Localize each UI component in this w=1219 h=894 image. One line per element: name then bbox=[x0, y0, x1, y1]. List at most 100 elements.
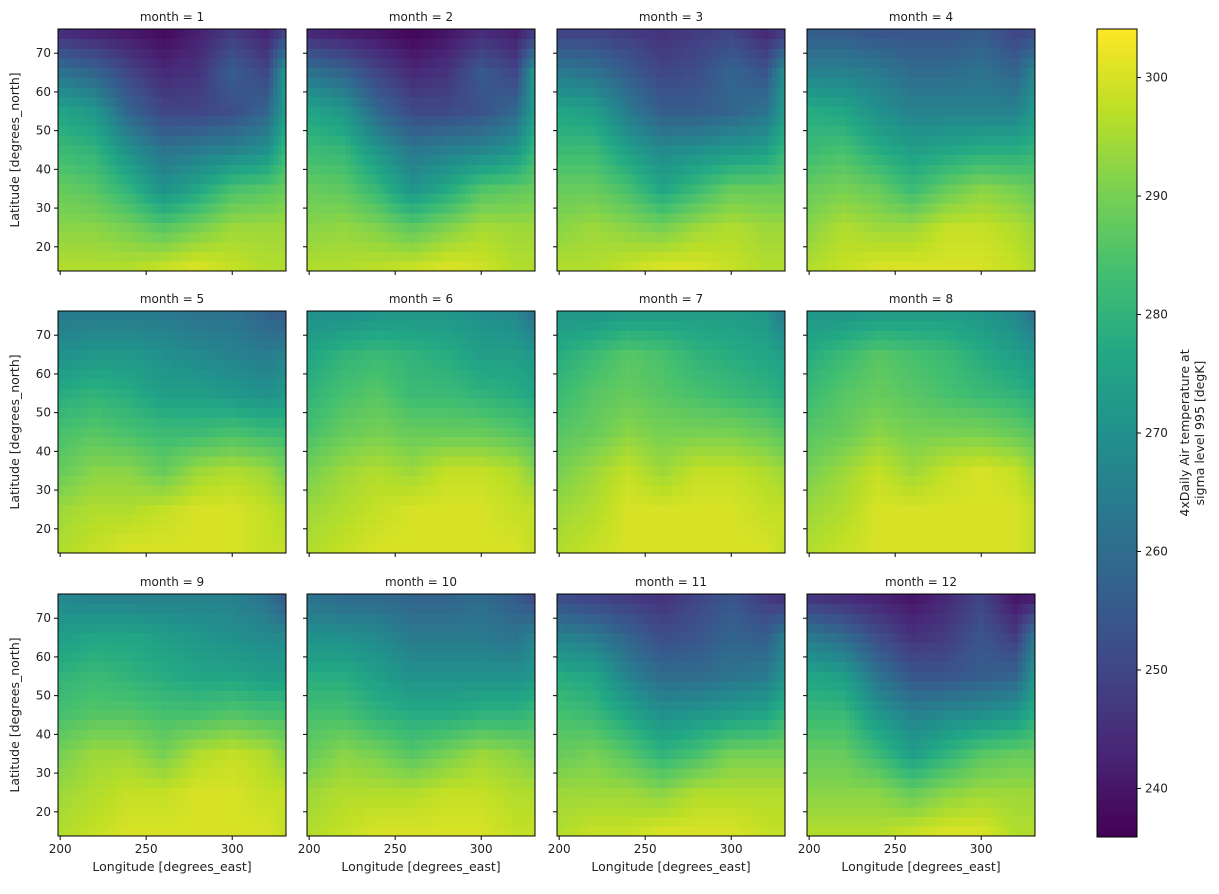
heatmap-cell bbox=[260, 145, 265, 155]
heatmap-cell bbox=[196, 213, 201, 223]
heatmap-cell bbox=[634, 174, 639, 184]
heatmap-cell bbox=[979, 223, 984, 233]
heatmap-cell bbox=[639, 184, 644, 194]
heatmap-cell bbox=[475, 203, 480, 213]
heatmap-cell bbox=[406, 184, 411, 194]
heatmap-cell bbox=[479, 165, 484, 175]
heatmap-cell bbox=[423, 155, 428, 165]
heatmap-cell bbox=[949, 213, 954, 223]
heatmap-cell bbox=[475, 29, 480, 39]
heatmap-cell bbox=[738, 165, 743, 175]
heatmap-cell bbox=[699, 77, 704, 87]
heatmap-cell bbox=[324, 126, 329, 136]
heatmap-cell bbox=[1018, 155, 1023, 165]
heatmap-cell bbox=[854, 203, 859, 213]
heatmap-cell bbox=[677, 58, 682, 68]
heatmap-cell bbox=[772, 252, 777, 262]
heatmap-cell bbox=[759, 242, 764, 252]
heatmap-cell bbox=[746, 184, 751, 194]
heatmap-cell bbox=[127, 39, 132, 49]
heatmap-cell bbox=[733, 165, 738, 175]
heatmap-cell bbox=[587, 97, 592, 107]
heatmap-cell bbox=[587, 87, 592, 97]
heatmap-cell bbox=[221, 213, 226, 223]
heatmap-cell bbox=[333, 77, 338, 87]
heatmap-cell bbox=[850, 87, 855, 97]
heatmap-cell bbox=[600, 194, 605, 204]
heatmap-cell bbox=[239, 68, 244, 78]
heatmap-cell bbox=[397, 39, 402, 49]
heatmap-cell bbox=[596, 58, 601, 68]
heatmap-cell bbox=[252, 48, 257, 58]
heatmap-cell bbox=[708, 135, 713, 145]
heatmap-cell bbox=[505, 213, 510, 223]
heatmap-cell bbox=[384, 39, 389, 49]
heatmap-cell bbox=[144, 68, 149, 78]
heatmap-cell bbox=[376, 242, 381, 252]
heatmap-cell bbox=[157, 97, 162, 107]
heatmap-cell bbox=[966, 242, 971, 252]
heatmap-cell bbox=[419, 145, 424, 155]
heatmap-cell bbox=[992, 203, 997, 213]
heatmap-cell bbox=[570, 252, 575, 262]
heatmap-cell bbox=[665, 145, 670, 155]
heatmap-cell bbox=[751, 68, 756, 78]
heatmap-cell bbox=[92, 48, 97, 58]
heatmap-cell bbox=[88, 232, 93, 242]
heatmap-cell bbox=[897, 116, 902, 126]
heatmap-cell bbox=[591, 135, 596, 145]
heatmap-cell bbox=[695, 213, 700, 223]
heatmap-cell bbox=[906, 261, 911, 271]
heatmap-cell bbox=[630, 68, 635, 78]
heatmap-cell bbox=[725, 261, 730, 271]
heatmap-cell bbox=[656, 203, 661, 213]
heatmap-cell bbox=[807, 145, 812, 155]
heatmap-cell bbox=[513, 97, 518, 107]
heatmap-cell bbox=[639, 126, 644, 136]
heatmap-cell bbox=[316, 232, 321, 242]
heatmap-cell bbox=[118, 194, 123, 204]
heatmap-cell bbox=[496, 87, 501, 97]
heatmap-cell bbox=[239, 29, 244, 39]
heatmap-cell bbox=[591, 68, 596, 78]
heatmap-cell bbox=[144, 58, 149, 68]
heatmap-cell bbox=[114, 184, 119, 194]
heatmap-cell bbox=[927, 106, 932, 116]
heatmap-cell bbox=[170, 68, 175, 78]
heatmap-cell bbox=[720, 29, 725, 39]
heatmap-cell bbox=[647, 223, 652, 233]
heatmap-cell bbox=[759, 184, 764, 194]
heatmap-cell bbox=[652, 242, 657, 252]
heatmap-cell bbox=[755, 145, 760, 155]
heatmap-cell bbox=[953, 155, 958, 165]
heatmap-cell bbox=[234, 261, 239, 271]
heatmap-cell bbox=[256, 165, 261, 175]
heatmap-cell bbox=[209, 242, 214, 252]
heatmap-cell bbox=[1001, 232, 1006, 242]
heatmap-cell bbox=[350, 155, 355, 165]
heatmap-cell bbox=[742, 252, 747, 262]
heatmap-cell bbox=[458, 87, 463, 97]
heatmap-cell bbox=[239, 106, 244, 116]
heatmap-cell bbox=[1022, 97, 1027, 107]
heatmap-cell bbox=[660, 106, 665, 116]
heatmap-cell bbox=[496, 155, 501, 165]
heatmap-cell bbox=[243, 87, 248, 97]
heatmap-cell bbox=[462, 184, 467, 194]
heatmap-cell bbox=[807, 252, 812, 262]
heatmap-cell bbox=[230, 165, 235, 175]
heatmap-cell bbox=[316, 48, 321, 58]
heatmap-cell bbox=[660, 223, 665, 233]
heatmap-cell bbox=[945, 116, 950, 126]
heatmap-cell bbox=[488, 174, 493, 184]
heatmap-cell bbox=[591, 77, 596, 87]
heatmap-cell bbox=[445, 126, 450, 136]
heatmap-cell bbox=[682, 232, 687, 242]
heatmap-cell bbox=[492, 213, 497, 223]
heatmap-cell bbox=[324, 261, 329, 271]
heatmap-cell bbox=[824, 203, 829, 213]
heatmap-cell bbox=[209, 77, 214, 87]
heatmap-cell bbox=[617, 48, 622, 58]
heatmap-cell bbox=[372, 184, 377, 194]
heatmap-cell bbox=[166, 155, 171, 165]
